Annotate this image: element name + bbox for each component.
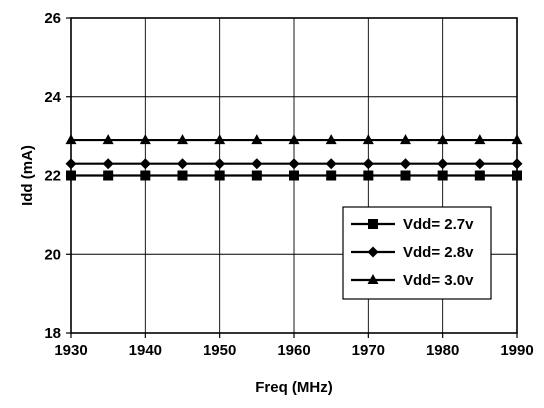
data-point-diamond	[400, 158, 411, 170]
x-tick-label: 1990	[500, 342, 533, 359]
data-point-triangle	[177, 134, 188, 145]
legend-marker-triangle	[367, 274, 379, 284]
data-point-square	[289, 170, 299, 181]
data-point-triangle	[102, 134, 114, 145]
y-tick-label: 18	[44, 325, 61, 342]
x-tick-label: 1930	[54, 342, 87, 359]
data-point-diamond	[177, 158, 188, 170]
data-point-triangle	[400, 134, 411, 145]
data-point-square	[400, 170, 411, 181]
data-point-diamond	[288, 158, 300, 170]
data-point-triangle	[474, 134, 486, 145]
data-point-triangle	[437, 134, 449, 145]
data-point-diamond	[102, 158, 114, 170]
data-point-triangle	[288, 134, 300, 145]
data-point-square	[214, 170, 225, 181]
legend-label: Vdd= 2.7v	[403, 216, 474, 233]
data-point-diamond	[325, 158, 337, 170]
data-point-triangle	[362, 134, 374, 145]
data-point-diamond	[251, 158, 263, 170]
x-tick-label: 1940	[129, 342, 162, 359]
series-layer	[65, 134, 523, 181]
data-point-square	[177, 170, 188, 181]
data-point-diamond	[511, 158, 523, 170]
data-point-square	[140, 170, 151, 181]
series-diamond	[65, 158, 523, 170]
data-point-triangle	[65, 134, 77, 145]
y-axis-title: Idd (mA)	[19, 145, 36, 206]
x-tick-label: 1960	[277, 342, 310, 359]
legend-entry: Vdd= 3.0v	[351, 272, 474, 289]
data-point-diamond	[214, 158, 226, 170]
data-point-square	[103, 170, 114, 181]
legend-marker-square	[368, 219, 378, 229]
x-axis-title: Freq (MHz)	[255, 379, 333, 396]
data-point-triangle	[214, 134, 226, 145]
legend-entry: Vdd= 2.7v	[351, 216, 474, 233]
legend-entry: Vdd= 2.8v	[351, 244, 474, 261]
data-point-square	[474, 170, 485, 181]
x-tick-label: 1970	[352, 342, 385, 359]
tick-labels: 1930 1940 1950 1960 1970 1980 1990 18 20 22 24 26	[44, 10, 533, 359]
data-point-square	[437, 170, 448, 181]
data-point-diamond	[437, 158, 449, 170]
data-point-square	[512, 170, 522, 181]
data-point-triangle	[251, 134, 263, 145]
series-triangle	[65, 134, 523, 145]
y-tick-label: 24	[44, 89, 61, 106]
data-point-diamond	[474, 158, 486, 170]
data-point-diamond	[65, 158, 77, 170]
data-point-triangle	[325, 134, 337, 145]
y-tick-label: 26	[44, 10, 61, 27]
x-tick-label: 1980	[426, 342, 459, 359]
series-square	[66, 170, 522, 181]
data-point-triangle	[511, 134, 523, 145]
legend-label: Vdd= 2.8v	[403, 244, 474, 261]
legend-label: Vdd= 3.0v	[403, 272, 474, 289]
data-point-square	[326, 170, 337, 181]
y-tick-label: 20	[44, 246, 61, 263]
data-point-square	[363, 170, 374, 181]
data-point-triangle	[139, 134, 151, 145]
data-point-diamond	[139, 158, 151, 170]
x-tick-label: 1950	[203, 342, 236, 359]
data-point-diamond	[362, 158, 374, 170]
legend: Vdd= 2.7v Vdd= 2.8v Vdd= 3.0v	[342, 206, 492, 300]
legend-marker-diamond	[367, 246, 379, 258]
data-point-square	[251, 170, 262, 181]
y-tick-label: 22	[44, 168, 61, 185]
